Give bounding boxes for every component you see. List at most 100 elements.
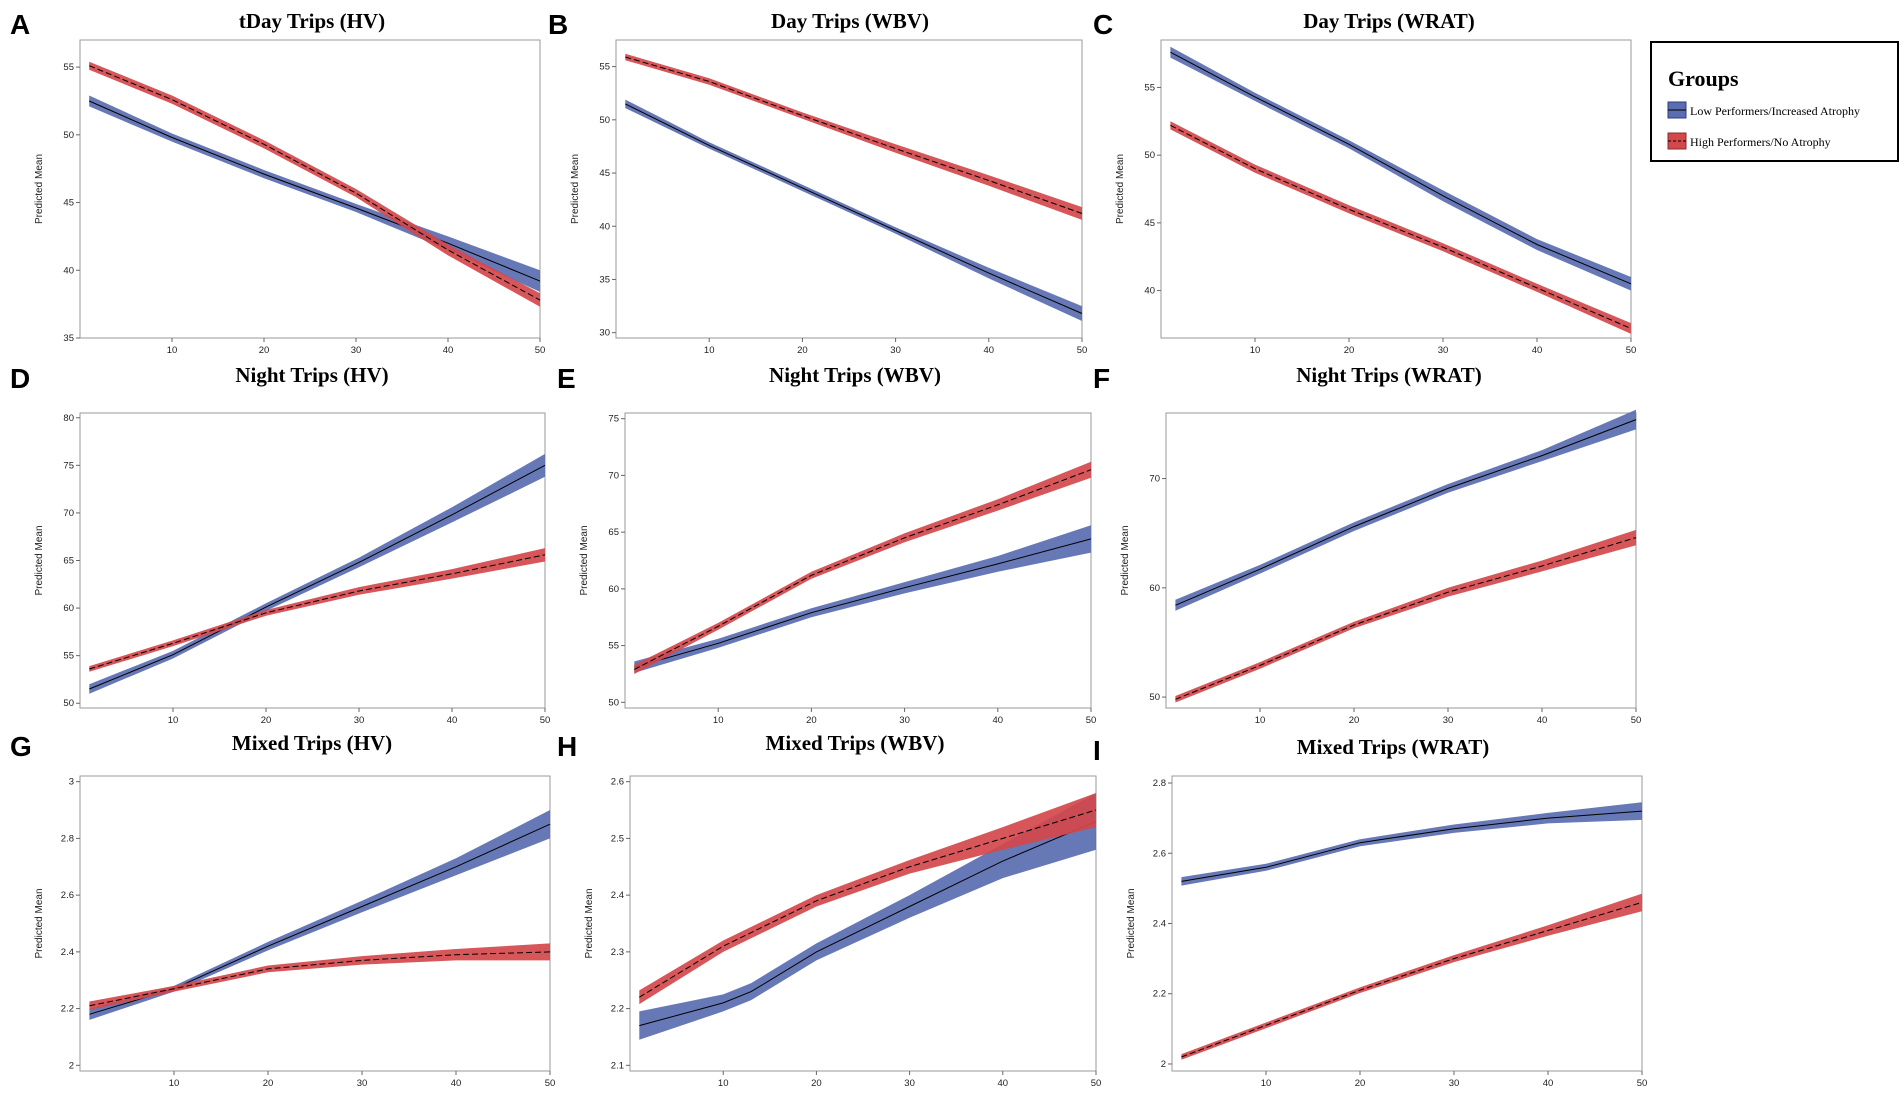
ci-band-low — [639, 793, 1096, 1040]
x-tick-label: 10 — [167, 345, 178, 356]
ci-band-low — [89, 453, 546, 694]
x-tick-label: 10 — [713, 715, 724, 726]
y-tick-label: 70 — [63, 508, 74, 519]
ci-band-high — [1170, 121, 1631, 334]
series-line-high — [1175, 537, 1637, 700]
y-tick-label: 65 — [63, 556, 74, 567]
y-tick-label: 40 — [599, 221, 610, 232]
x-tick-label: 50 — [545, 1078, 556, 1089]
y-tick-label: 2.6 — [1153, 848, 1166, 859]
series-line-high — [634, 469, 1092, 670]
y-tick-label: 55 — [63, 651, 74, 662]
ci-band-high — [625, 53, 1082, 220]
x-tick-label: 20 — [259, 345, 270, 356]
y-tick-label: 2.1 — [611, 1060, 624, 1071]
y-tick-label: 35 — [599, 274, 610, 285]
y-tick-label: 2.6 — [611, 777, 624, 788]
y-tick-label: 2.6 — [61, 890, 74, 901]
y-tick-label: 60 — [63, 603, 74, 614]
y-tick-label: 55 — [1144, 82, 1155, 93]
y-tick-label: 2.2 — [611, 1004, 624, 1015]
chart-title: Mixed Trips (WRAT) — [1297, 735, 1490, 759]
ci-band-high — [1181, 893, 1642, 1060]
x-tick-label: 40 — [443, 345, 454, 356]
panel-e: E Night Trips (WBV) 50 55 60 65 70 75 10 20 30 40 50… — [557, 363, 1096, 726]
y-tick-label: 2.4 — [611, 890, 624, 901]
x-tick-label: 10 — [169, 1078, 180, 1089]
legend-frame — [1650, 41, 1899, 162]
x-tick-label: 40 — [993, 715, 1004, 726]
x-tick-label: 30 — [904, 1078, 915, 1089]
y-tick-label: 70 — [1149, 474, 1160, 485]
panel-h: H Mixed Trips (WBV) 2.1 2.2 2.3 2.4 2.5 2.6 10 20… — [557, 731, 1101, 1089]
x-tick-label: 20 — [1355, 1078, 1366, 1089]
panel-letter: E — [557, 363, 576, 394]
series-line-low — [1181, 810, 1643, 882]
x-tick-label: 50 — [1626, 345, 1637, 356]
y-tick-label: 70 — [608, 470, 619, 481]
x-tick-label: 30 — [1438, 345, 1449, 356]
panel-g: G Mixed Trips (HV) 2 2.2 2.4 2.6 2.8 3 10 20 30 40 5… — [10, 731, 555, 1089]
panel-letter: G — [10, 731, 32, 762]
y-tick-label: 45 — [1144, 218, 1155, 229]
chart-title: Night Trips (HV) — [235, 363, 388, 387]
series-line-low — [639, 820, 1097, 1027]
series-line-high — [89, 554, 546, 670]
y-tick-label: 50 — [1144, 150, 1155, 161]
legend-label-high: High Performers/No Atrophy — [1690, 135, 1831, 149]
y-tick-label: 2.3 — [611, 947, 624, 958]
ci-band-high — [89, 548, 546, 672]
x-tick-label: 40 — [984, 345, 995, 356]
y-tick-label: 2 — [1161, 1059, 1166, 1070]
x-tick-label: 40 — [447, 715, 458, 726]
panel-letter: C — [1093, 9, 1113, 40]
x-tick-label: 50 — [1077, 345, 1088, 356]
x-tick-label: 50 — [535, 345, 546, 356]
y-tick-label: 55 — [63, 62, 74, 73]
panel-f: F Night Trips (WRAT) 50 60 70 10 20 30 40 50 Predi… — [1093, 363, 1641, 726]
x-tick-label: 50 — [1091, 1078, 1102, 1089]
x-tick-label: 40 — [1543, 1078, 1554, 1089]
y-tick-label: 2.4 — [1153, 919, 1166, 930]
x-tick-label: 40 — [1532, 345, 1543, 356]
y-tick-label: 75 — [63, 460, 74, 471]
ci-band-high — [639, 793, 1096, 1005]
y-tick-label: 45 — [599, 168, 610, 179]
legend-title: Groups — [1668, 66, 1739, 91]
panel-letter: D — [10, 363, 30, 394]
x-tick-label: 40 — [451, 1078, 462, 1089]
chart-title: Night Trips (WRAT) — [1296, 363, 1482, 387]
y-tick-label: 2.4 — [61, 947, 74, 958]
x-tick-label: 40 — [1537, 715, 1548, 726]
x-tick-label: 10 — [718, 1078, 729, 1089]
chart-title: tDay Trips (HV) — [239, 9, 385, 33]
x-tick-label: 10 — [1250, 345, 1261, 356]
series-line-high — [89, 65, 541, 301]
x-tick-label: 20 — [797, 345, 808, 356]
series-line-high — [639, 809, 1097, 998]
y-tick-label: 45 — [63, 198, 74, 209]
x-tick-label: 50 — [1637, 1078, 1648, 1089]
y-axis-title: Predicted Mean — [34, 888, 45, 958]
legend: Groups Low Performers/Increased Atrophy … — [1650, 41, 1899, 162]
x-tick-label: 20 — [261, 715, 272, 726]
x-tick-label: 30 — [899, 715, 910, 726]
x-tick-label: 50 — [540, 715, 551, 726]
y-tick-label: 50 — [608, 697, 619, 708]
x-tick-label: 10 — [1255, 715, 1266, 726]
x-tick-label: 20 — [1344, 345, 1355, 356]
y-tick-label: 80 — [63, 413, 74, 424]
chart-title: Day Trips (WBV) — [771, 9, 929, 33]
y-axis-title: Predicted Mean — [34, 525, 45, 595]
y-tick-label: 2.5 — [611, 833, 624, 844]
legend-label-low: Low Performers/Increased Atrophy — [1690, 104, 1860, 118]
x-tick-label: 50 — [1631, 715, 1642, 726]
x-tick-label: 30 — [354, 715, 365, 726]
y-tick-label: 40 — [1144, 286, 1155, 297]
series-line-high — [89, 951, 551, 1007]
x-tick-label: 20 — [806, 715, 817, 726]
x-tick-label: 20 — [811, 1078, 822, 1089]
